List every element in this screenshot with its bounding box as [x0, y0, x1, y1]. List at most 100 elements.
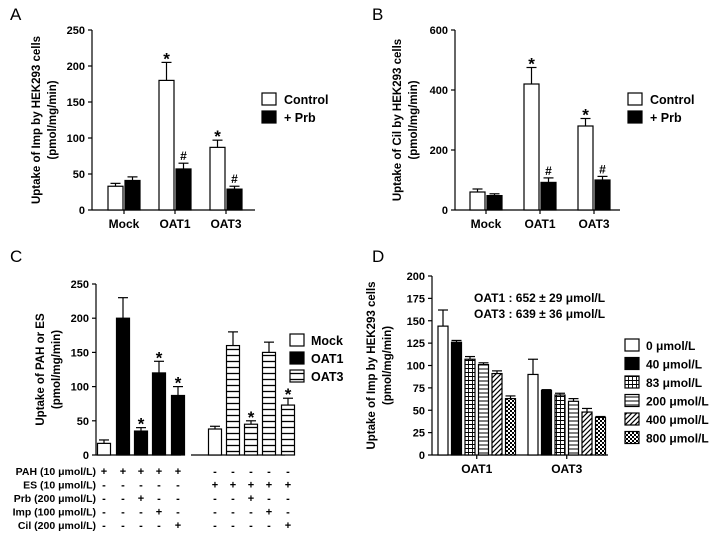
y-axis-label-units: (pmol/mg/min): [51, 330, 63, 409]
condition-label: Imp (100 μmol/L): [13, 507, 96, 519]
condition-minus: -: [231, 466, 235, 478]
bar-dose-3: [567, 400, 580, 456]
legend-label: 83 μmol/L: [646, 376, 702, 390]
x-tick-label: OAT3: [578, 217, 609, 231]
condition-minus: -: [139, 480, 143, 492]
condition-minus: -: [249, 466, 253, 478]
bar-control: [107, 185, 124, 211]
condition-minus: -: [213, 520, 217, 532]
legend-swatch: [624, 338, 640, 352]
legend-swatch: [289, 351, 305, 365]
legend-swatch: [624, 356, 640, 371]
significance-asterisk: *: [214, 127, 221, 146]
legend-swatch: [624, 375, 640, 389]
condition-minus: -: [176, 493, 180, 505]
bar-prb: [486, 195, 503, 211]
y-tick-label: 50: [77, 416, 89, 428]
panel-label-d: D: [372, 247, 384, 266]
legend-label: Control: [650, 93, 694, 107]
condition-plus: +: [175, 520, 181, 532]
y-tick-label: 200: [71, 313, 89, 325]
legend-label: Control: [284, 93, 328, 107]
y-tick-label: 250: [71, 279, 89, 291]
condition-minus: -: [102, 480, 106, 492]
x-tick-label: OAT3: [551, 462, 582, 476]
bar-control: [469, 191, 486, 211]
condition-minus: -: [121, 520, 125, 532]
bar-prb: [175, 168, 192, 211]
condition-minus: -: [176, 507, 180, 519]
legend-swatch: [624, 393, 640, 408]
significance-asterisk: *: [156, 348, 163, 367]
bar-control: [209, 146, 226, 211]
y-tick-label: 50: [413, 405, 425, 417]
panel-label-c: C: [10, 247, 22, 266]
condition-minus: -: [102, 493, 106, 505]
bar-oat1: [115, 317, 131, 456]
y-axis-label: Uptake of Cil by HEK293 cells: [392, 39, 404, 201]
condition-minus: -: [231, 493, 235, 505]
bar-oat3: [225, 344, 241, 456]
x-tick-label: OAT1: [461, 462, 492, 476]
condition-minus: -: [213, 493, 217, 505]
legend-label: OAT3: [311, 370, 343, 384]
x-tick-label: Mock: [471, 217, 502, 231]
condition-minus: -: [213, 466, 217, 478]
bar-prb: [124, 179, 141, 211]
y-tick-label: 25: [413, 428, 425, 440]
y-tick-label: 75: [413, 383, 425, 395]
condition-minus: -: [102, 520, 106, 532]
ic50-annotation: OAT1 : 652 ± 29 μmol/L: [474, 291, 605, 305]
y-tick-label: 150: [407, 316, 425, 328]
x-tick-label: OAT3: [210, 217, 241, 231]
y-axis-label: Uptake of Imp by HEK293 cells: [366, 281, 378, 449]
y-axis-label-units: (pmol/mg/min): [382, 326, 394, 405]
legend-swatch: [261, 92, 277, 106]
bar-oat3: [280, 404, 296, 456]
y-tick-label: 250: [67, 25, 85, 37]
condition-plus: +: [120, 466, 126, 478]
legend-swatch: [627, 110, 643, 124]
condition-minus: -: [121, 480, 125, 492]
significance-hash: #: [599, 162, 606, 176]
significance-asterisk: *: [163, 49, 170, 68]
condition-plus: +: [156, 507, 162, 519]
significance-asterisk: *: [285, 385, 292, 404]
y-tick-label: 50: [73, 169, 85, 181]
chart-panel-c: 0 50 100 150 200 250 Uptake of PAH or ES (pmol/…: [13, 279, 344, 532]
y-axis-label-units: (pmol/mg/min): [408, 80, 420, 159]
bar-control: [577, 125, 594, 211]
y-tick-label: 0: [79, 205, 85, 217]
condition-minus: -: [286, 466, 290, 478]
significance-asterisk: *: [582, 106, 589, 125]
bar-prb: [226, 188, 243, 211]
condition-label: ES (10 μmol/L): [23, 480, 96, 492]
condition-minus: -: [121, 493, 125, 505]
condition-minus: -: [139, 507, 143, 519]
significance-asterisk: *: [528, 55, 535, 74]
legend-label: + Prb: [284, 111, 316, 125]
condition-minus: -: [286, 507, 290, 519]
condition-minus: -: [176, 480, 180, 492]
condition-plus: +: [248, 493, 254, 505]
chart-panel-a: 0 50 100 150 200 250 Uptake of Imp by HEK293 c…: [31, 25, 328, 231]
condition-minus: -: [102, 507, 106, 519]
y-axis-label: Uptake of PAH or ES: [35, 313, 47, 426]
condition-minus: -: [231, 507, 235, 519]
condition-plus: +: [175, 466, 181, 478]
significance-asterisk: *: [175, 374, 182, 393]
condition-minus: -: [267, 466, 271, 478]
y-tick-label: 0: [419, 450, 425, 462]
y-tick-label: 100: [71, 382, 89, 394]
condition-minus: -: [231, 520, 235, 532]
y-axis-label: Uptake of Imp by HEK293 cells: [31, 36, 43, 204]
legend-label: 800 μmol/L: [646, 432, 709, 446]
condition-minus: -: [267, 493, 271, 505]
condition-plus: +: [101, 466, 107, 478]
condition-minus: -: [157, 520, 161, 532]
condition-label: Prb (200 μmol/L): [14, 493, 96, 505]
bar-control: [523, 83, 540, 211]
condition-plus: +: [285, 480, 291, 492]
bar-oat3: [261, 351, 277, 456]
